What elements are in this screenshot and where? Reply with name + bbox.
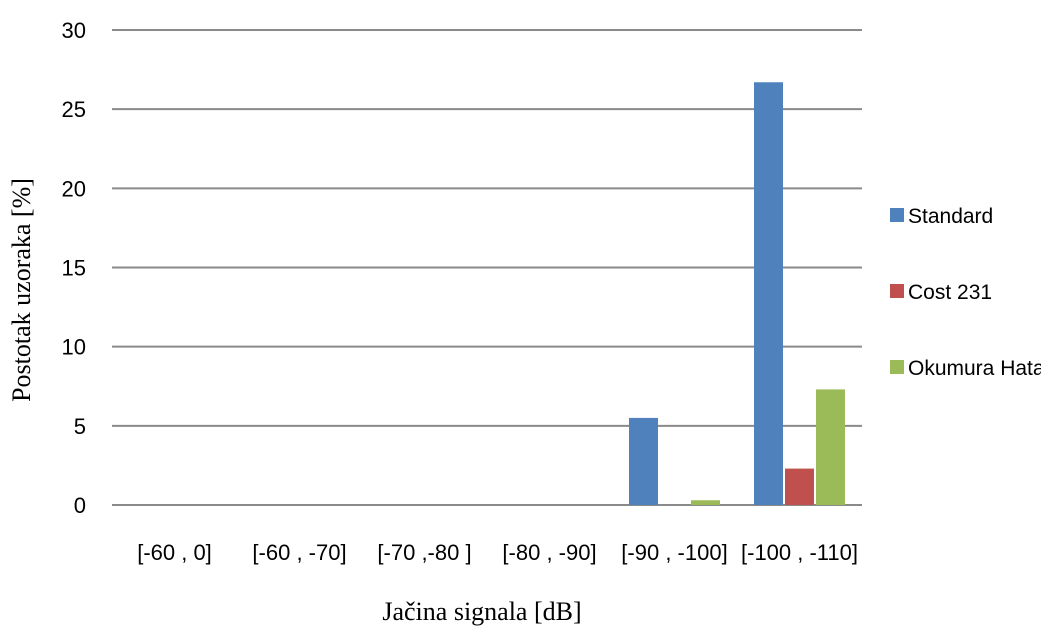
y-tick-label: 15 [62,256,86,281]
x-axis-ticks: [-60 , 0] [-60 , -70] [-70 ,-80 ] [-80 , -9… [137,540,858,565]
legend-label: Cost 231 [908,281,992,304]
x-tick-label: [-60 , -70] [252,540,346,565]
bar-cost-231 [785,468,814,505]
x-tick-label: [-80 , -90] [502,540,596,565]
y-axis-ticks: 0 5 10 15 20 25 30 [62,18,86,518]
legend: Standard Cost 231 Okumura Hata [890,205,1041,380]
x-tick-label: [-100 , -110] [741,540,858,565]
y-tick-label: 0 [74,493,86,518]
y-tick-label: 5 [74,414,86,439]
bar-okumura-hata [816,389,845,505]
legend-swatch [890,284,904,298]
legend-label: Okumura Hata [908,357,1041,380]
bar-okumura-hata [691,500,720,505]
gridlines [112,29,862,506]
y-tick-label: 10 [62,335,86,360]
y-tick-label: 25 [62,97,86,122]
legend-swatch [890,360,904,374]
y-tick-label: 20 [62,176,86,201]
x-tick-label: [-60 , 0] [137,540,212,565]
bar-standard [754,82,783,505]
x-tick-label: [-70 ,-80 ] [377,540,471,565]
bar-standard [629,417,658,505]
x-tick-label: [-90 , -100] [621,540,727,565]
x-axis-title: Jačina signala [dB] [382,597,581,626]
legend-swatch [890,208,904,222]
legend-label: Standard [908,205,993,228]
y-axis-title: Postotak uzoraka [%] [7,178,36,402]
y-tick-label: 30 [62,18,86,43]
bars [629,82,845,505]
